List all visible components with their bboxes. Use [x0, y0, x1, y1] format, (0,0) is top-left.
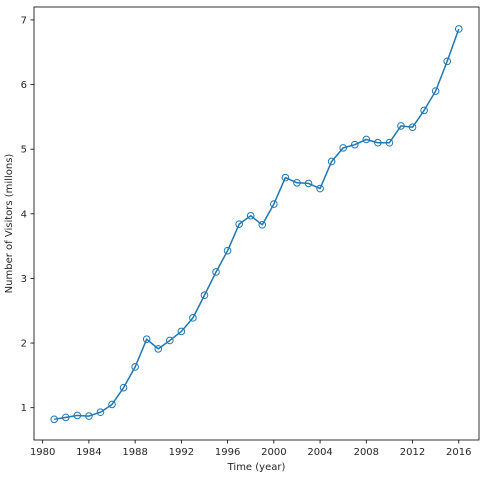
data-point [235, 220, 243, 228]
y-tick-label: 1 [21, 403, 27, 414]
data-point [119, 383, 128, 392]
y-axis-label: Number of Visitors (millons) [4, 154, 15, 294]
x-tick-label: 2004 [307, 447, 332, 458]
data-point [350, 140, 359, 149]
data-point [50, 415, 59, 424]
data-point [142, 335, 151, 343]
data-point [177, 327, 186, 336]
data-point [154, 345, 163, 353]
data-point [270, 200, 278, 208]
y-tick-label: 7 [21, 15, 27, 26]
data-point [131, 363, 139, 371]
y-axis: 1 2 3 4 5 6 7 [21, 15, 34, 414]
series-layer [50, 25, 463, 424]
data-point [304, 179, 313, 188]
data-point [200, 291, 209, 300]
plot-frame [33, 6, 480, 441]
data-point [223, 246, 232, 255]
data-point [397, 122, 405, 130]
data-point [443, 57, 452, 66]
data-point [246, 211, 255, 220]
y-tick-label: 2 [21, 339, 27, 350]
data-point [73, 411, 82, 420]
series-line [54, 28, 460, 421]
x-tick-label: 2008 [354, 447, 379, 458]
data-point [454, 25, 463, 33]
y-tick-label: 3 [21, 274, 27, 285]
data-point [420, 106, 428, 115]
data-point [374, 138, 382, 147]
data-point [408, 123, 417, 132]
axes-frame [33, 6, 480, 441]
data-point [108, 400, 116, 409]
x-tick-label: 1996 [215, 447, 240, 458]
x-tick-label: 2012 [400, 447, 425, 458]
x-tick-label: 1980 [30, 447, 55, 458]
data-point [339, 144, 347, 152]
x-axis: 1980 1984 1988 1992 1996 2000 2004 2008 2012 2016 [30, 440, 471, 458]
data-point [293, 178, 301, 187]
data-point [166, 336, 174, 345]
data-point [258, 220, 267, 229]
x-tick-label: 1984 [76, 447, 101, 458]
data-point [189, 314, 197, 322]
y-tick-label: 4 [21, 209, 27, 220]
data-point [85, 412, 93, 420]
data-point [212, 268, 220, 276]
x-tick-label: 1992 [169, 447, 194, 458]
data-point [96, 408, 105, 417]
data-point [61, 413, 70, 422]
data-point [362, 135, 371, 144]
x-tick-label: 1988 [122, 447, 147, 458]
data-point [431, 87, 440, 95]
x-axis-label: Time (year) [227, 462, 286, 473]
y-tick-label: 6 [21, 80, 27, 91]
y-tick-label: 5 [21, 145, 27, 156]
data-point [327, 157, 336, 166]
data-point [281, 173, 290, 182]
data-point [316, 184, 324, 193]
x-tick-label: 2000 [261, 447, 286, 458]
data-point [385, 138, 394, 147]
x-tick-label: 2016 [446, 447, 471, 458]
